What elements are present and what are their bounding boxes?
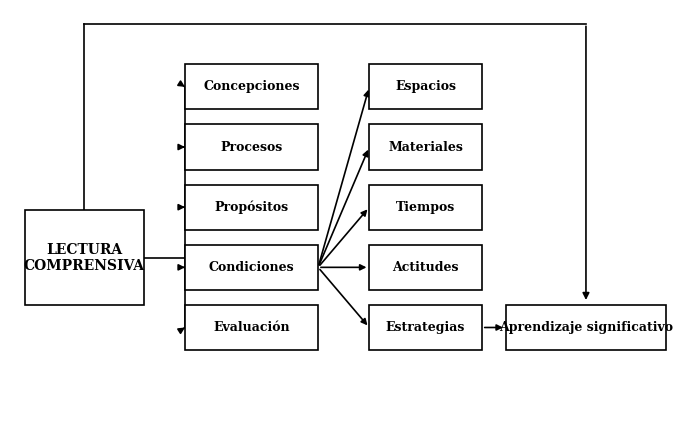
FancyBboxPatch shape <box>369 124 482 170</box>
Text: Estrategias: Estrategias <box>386 321 466 334</box>
FancyBboxPatch shape <box>369 64 482 110</box>
FancyBboxPatch shape <box>369 245 482 290</box>
Text: Condiciones: Condiciones <box>209 261 295 274</box>
FancyBboxPatch shape <box>24 210 144 305</box>
FancyBboxPatch shape <box>506 305 666 350</box>
FancyBboxPatch shape <box>185 185 318 230</box>
FancyBboxPatch shape <box>369 185 482 230</box>
Text: Procesos: Procesos <box>221 141 283 154</box>
FancyBboxPatch shape <box>369 305 482 350</box>
Text: Evaluación: Evaluación <box>214 321 290 334</box>
FancyBboxPatch shape <box>185 305 318 350</box>
Text: LECTURA
COMPRENSIVA: LECTURA COMPRENSIVA <box>24 243 145 273</box>
Text: Tiempos: Tiempos <box>396 201 455 214</box>
Text: Actitudes: Actitudes <box>392 261 459 274</box>
FancyBboxPatch shape <box>185 124 318 170</box>
Text: Materiales: Materiales <box>388 141 463 154</box>
FancyBboxPatch shape <box>185 245 318 290</box>
Text: Propósitos: Propósitos <box>214 201 288 214</box>
Text: Espacios: Espacios <box>395 81 456 93</box>
FancyBboxPatch shape <box>185 64 318 110</box>
Text: Concepciones: Concepciones <box>203 81 300 93</box>
Text: Aprendizaje significativo: Aprendizaje significativo <box>499 321 673 334</box>
